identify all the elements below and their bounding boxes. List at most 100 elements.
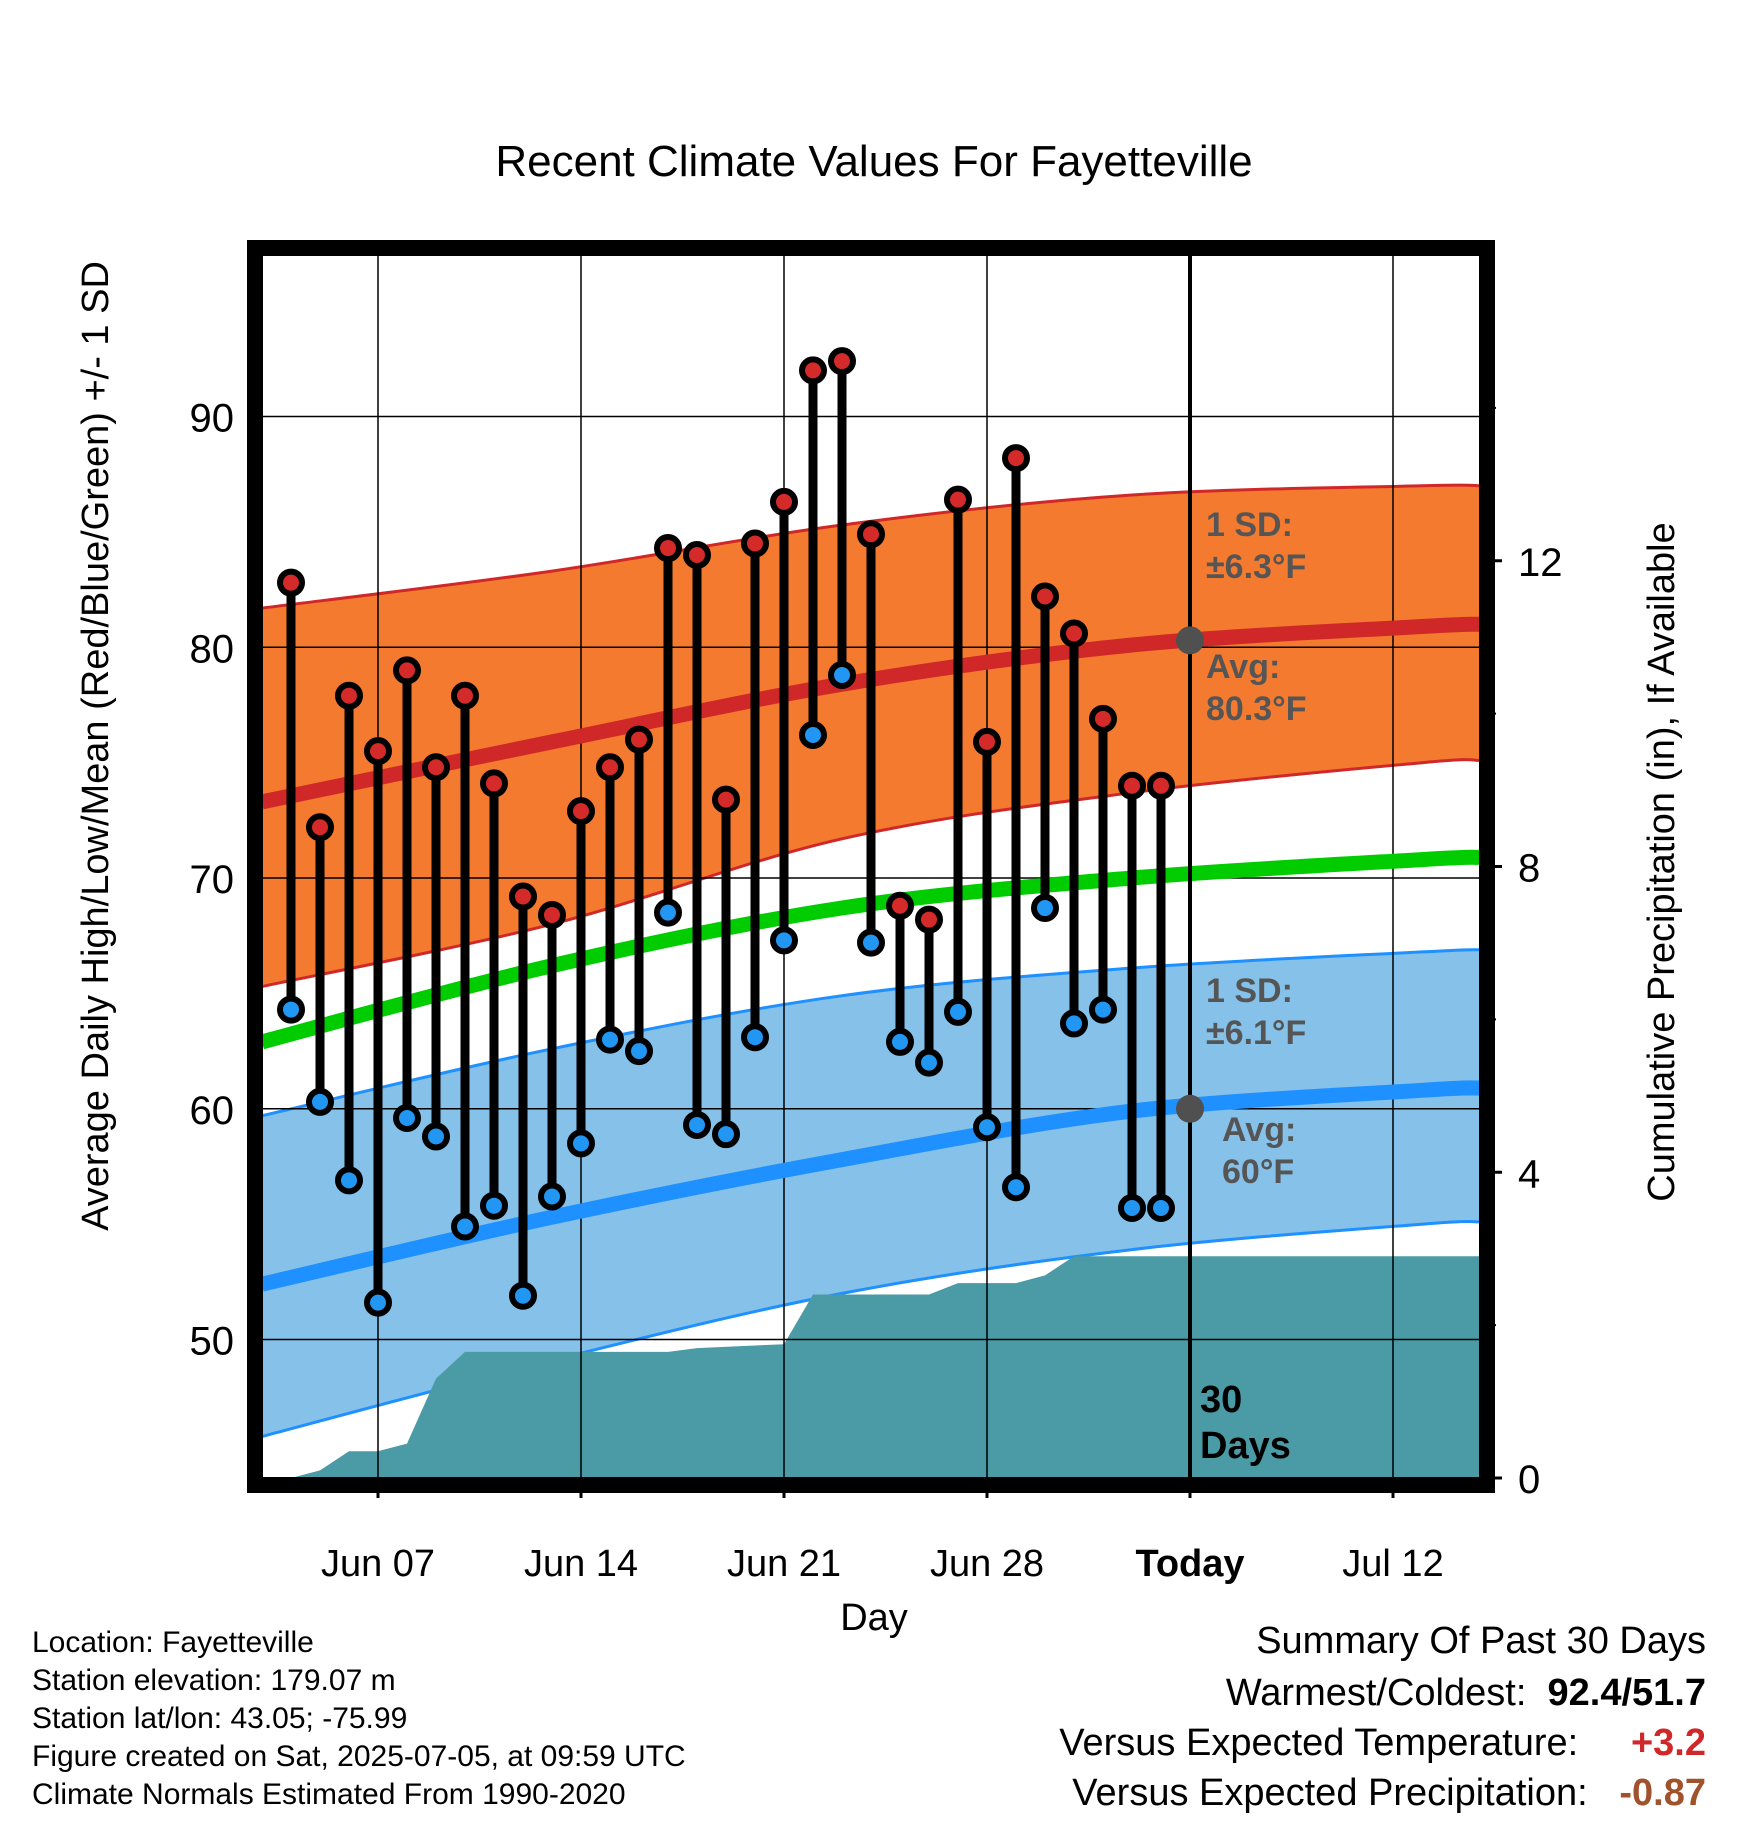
daily-low-point <box>596 1025 624 1054</box>
low-sd-band <box>262 949 1480 1437</box>
precip-label: Versus Expected Precipitation: <box>1072 1772 1588 1814</box>
x-tick-label: Jun 21 <box>727 1543 841 1585</box>
warm-cold-value: 92.4/51.7 <box>1547 1672 1706 1714</box>
info-created: Figure created on Sat, 2025-07-05, at 09… <box>32 1740 686 1773</box>
daily-high-point <box>1031 582 1059 611</box>
high-avg-annotation: 80.3°F <box>1206 690 1307 728</box>
daily-high-point <box>1147 771 1175 800</box>
days-annotation: Days <box>1200 1425 1291 1467</box>
daily-low-point <box>1060 1009 1088 1038</box>
daily-high-point <box>422 753 450 782</box>
temp-label: Versus Expected Temperature: <box>1059 1722 1579 1764</box>
daily-high-point <box>509 882 537 911</box>
temp-value: +3.2 <box>1630 1722 1706 1764</box>
low-sd-annotation: 1 SD: <box>1206 972 1293 1010</box>
y-tick-label: 50 <box>190 1320 235 1364</box>
summary-precip: Versus Expected Precipitation: -0.87 <box>1072 1772 1706 1815</box>
x-tick-label: Jun 28 <box>930 1543 1044 1585</box>
daily-high-point <box>277 568 305 597</box>
y-tick-label: 60 <box>190 1089 235 1133</box>
daily-low-point <box>944 997 972 1026</box>
daily-high-point <box>654 534 682 563</box>
x-axis-label: Day <box>840 1597 908 1639</box>
daily-high-point <box>451 681 479 710</box>
daily-high-point <box>1002 444 1030 473</box>
y2-tick-label: 8 <box>1518 847 1540 891</box>
daily-low-point <box>857 928 885 957</box>
daily-low-point <box>741 1023 769 1052</box>
daily-high-point <box>306 813 334 842</box>
y-axis-label: Average Daily High/Low/Mean (Red/Blue/Gr… <box>75 261 117 1231</box>
daily-high-point <box>712 785 740 814</box>
daily-low-point <box>1118 1194 1146 1223</box>
plot-area: 1 SD: ±6.3°F Avg: 80.3°F 1 SD: ±6.1°F Avg: 60°F… <box>190 240 1563 1585</box>
summary-warm-cold: Warmest/Coldest: 92.4/51.7 <box>1226 1672 1706 1715</box>
chart-title: Recent Climate Values For Fayetteville <box>495 137 1252 186</box>
x-tick-label: Today <box>1135 1543 1244 1585</box>
low-avg-annotation: Avg: <box>1222 1111 1296 1149</box>
daily-low-point <box>625 1037 653 1066</box>
daily-low-point <box>973 1113 1001 1142</box>
daily-low-point <box>712 1120 740 1149</box>
y-tick-label: 70 <box>190 858 235 902</box>
daily-low-point <box>683 1110 711 1139</box>
daily-low-point <box>654 898 682 927</box>
daily-high-point <box>393 656 421 685</box>
daily-low-point <box>364 1288 392 1317</box>
daily-high-point <box>1089 704 1117 733</box>
daily-low-point <box>480 1191 508 1220</box>
daily-high-point <box>741 529 769 558</box>
warm-cold-label: Warmest/Coldest: <box>1225 1672 1527 1714</box>
low-sd-band-upper-edge <box>261 948 1481 1118</box>
daily-high-point <box>596 753 624 782</box>
daily-low-point <box>799 720 827 749</box>
daily-low-point <box>886 1027 914 1056</box>
daily-high-point <box>683 540 711 569</box>
daily-low-point <box>915 1048 943 1077</box>
daily-high-point <box>480 769 508 798</box>
high-avg-annotation: Avg: <box>1206 648 1280 686</box>
high-sd-band-upper-edge <box>261 483 1481 610</box>
high-sd-annotation: 1 SD: <box>1206 506 1293 544</box>
low-sd-annotation: ±6.1°F <box>1206 1014 1306 1052</box>
precip-area <box>291 1256 1480 1478</box>
daily-high-point <box>944 485 972 514</box>
daily-high-point <box>1118 771 1146 800</box>
daily-low-point <box>567 1129 595 1158</box>
daily-high-point <box>538 900 566 929</box>
daily-low-point <box>451 1212 479 1241</box>
precip-value: -0.87 <box>1619 1772 1706 1814</box>
daily-low-point <box>828 660 856 689</box>
daily-low-point <box>277 995 305 1024</box>
x-tick-label: Jul 12 <box>1342 1543 1443 1585</box>
days-annotation: 30 <box>1200 1379 1242 1421</box>
daily-high-point <box>828 347 856 376</box>
daily-high-point <box>973 727 1001 756</box>
daily-low-point <box>306 1087 334 1116</box>
daily-high-point <box>886 891 914 920</box>
summary-title: Summary Of Past 30 Days <box>1256 1620 1706 1662</box>
info-latlon: Station lat/lon: 43.05; -75.99 <box>32 1702 408 1735</box>
info-elevation: Station elevation: 179.07 m <box>32 1664 396 1697</box>
daily-high-point <box>799 356 827 385</box>
daily-high-point <box>770 487 798 516</box>
daily-low-point <box>422 1122 450 1151</box>
daily-low-point <box>1089 995 1117 1024</box>
info-normals: Climate Normals Estimated From 1990-2020 <box>32 1778 626 1811</box>
summary-temp: Versus Expected Temperature: +3.2 <box>1059 1722 1706 1765</box>
high-sd-annotation: ±6.3°F <box>1206 548 1306 586</box>
y2-axis-label: Cumulative Precipitation (in), If Availa… <box>1641 522 1683 1201</box>
daily-low-point <box>1002 1173 1030 1202</box>
y2-tick-label: 12 <box>1518 541 1563 585</box>
daily-high-point <box>567 797 595 826</box>
x-tick-label: Jun 07 <box>321 1543 435 1585</box>
low-avg-annotation: 60°F <box>1222 1153 1294 1191</box>
y2-tick-label: 4 <box>1518 1152 1540 1196</box>
daily-high-point <box>335 681 363 710</box>
normal-mean-line <box>260 849 1481 1050</box>
y-tick-label: 90 <box>190 397 235 441</box>
daily-low-point <box>393 1104 421 1133</box>
info-location: Location: Fayetteville <box>32 1626 314 1659</box>
daily-high-point <box>915 905 943 934</box>
